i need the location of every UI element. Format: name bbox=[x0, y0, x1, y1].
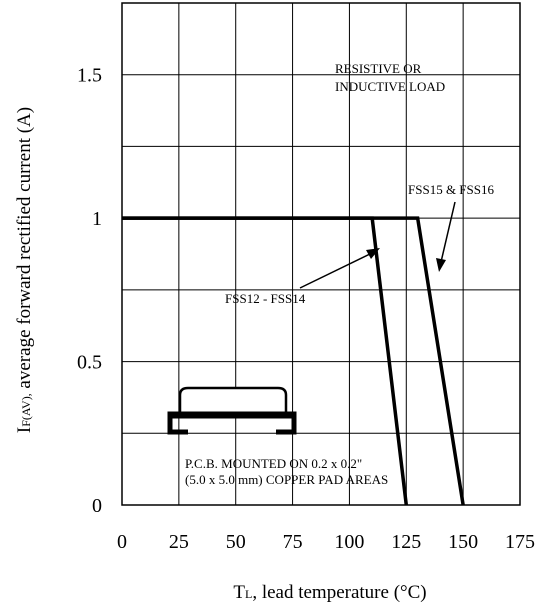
plot-frame bbox=[121, 2, 521, 506]
y-axis-title: IF(AV), average forward rectified curren… bbox=[14, 107, 35, 433]
x-title-rest: , lead temperature (°C) bbox=[252, 582, 426, 603]
x-title-sub: L bbox=[245, 587, 252, 601]
x-tick-label: 175 bbox=[505, 531, 535, 553]
y-title-rest: average forward rectified current (A) bbox=[14, 107, 35, 393]
annotation: RESISTIVE OR bbox=[335, 61, 422, 76]
series-label: FSS12 - FSS14 bbox=[225, 291, 306, 306]
y-tick-label: 1 bbox=[92, 208, 102, 230]
annotation: INDUCTIVE LOAD bbox=[335, 79, 445, 94]
y-title-sub: F(AV), bbox=[19, 393, 33, 426]
x-tick-label: 0 bbox=[117, 531, 127, 553]
x-tick-label: 50 bbox=[226, 531, 246, 553]
package-icon bbox=[167, 386, 297, 435]
data-line bbox=[122, 216, 465, 506]
x-tick-label: 25 bbox=[169, 531, 189, 553]
y-tick-label: 0.5 bbox=[77, 352, 102, 374]
x-tick-label: 75 bbox=[283, 531, 303, 553]
y-tick-label: 0 bbox=[92, 495, 102, 517]
x-tick-label: 150 bbox=[448, 531, 478, 553]
series-label: FSS15 & FSS16 bbox=[408, 182, 494, 197]
x-tick-label: 100 bbox=[334, 531, 364, 553]
x-title-main: T bbox=[233, 582, 245, 603]
x-axis-title: TL, lead temperature (°C) bbox=[233, 582, 426, 603]
y-tick-label: 1.5 bbox=[77, 65, 102, 87]
annotation: (5.0 x 5.0 mm) COPPER PAD AREAS bbox=[185, 472, 388, 487]
y-title-main: I bbox=[14, 427, 35, 433]
x-tick-label: 125 bbox=[391, 531, 421, 553]
annotation: P.C.B. MOUNTED ON 0.2 x 0.2" bbox=[185, 456, 362, 471]
